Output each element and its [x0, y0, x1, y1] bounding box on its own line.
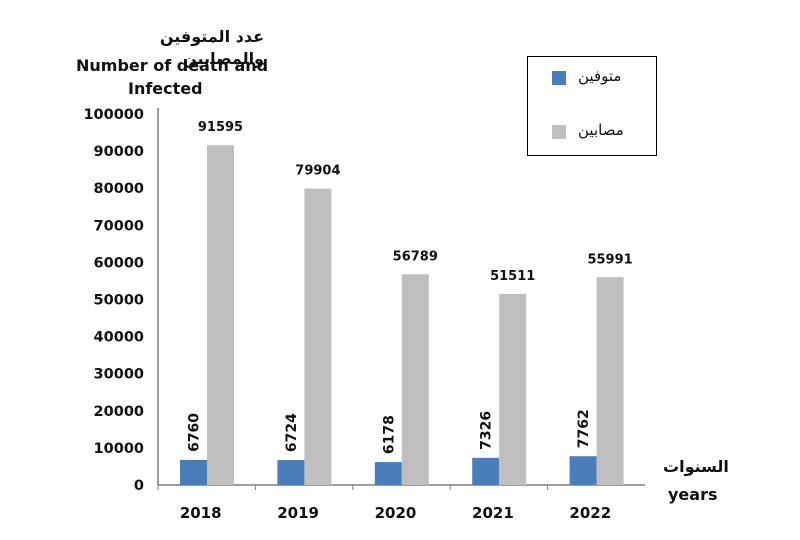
legend: متوفين مصابين — [527, 56, 657, 156]
y-axis-title-english-line2: Infected — [128, 79, 203, 98]
legend-label-deaths: متوفين — [578, 67, 622, 85]
y-axis-title-english-line1: Number of death and — [76, 56, 269, 75]
bar-label-infected: 79904 — [295, 164, 340, 179]
bars-group — [180, 145, 624, 486]
bar-labels-group: 6760 91595 6724 79904 6178 56789 7326 51511 7762… — [187, 120, 633, 454]
y-tick-label: 70000 — [94, 218, 144, 234]
bar-deaths — [277, 460, 305, 485]
bar-deaths — [569, 456, 597, 485]
bar-label-infected: 51511 — [490, 269, 535, 284]
y-tick-label: 30000 — [94, 367, 144, 383]
y-tick-label: 20000 — [94, 404, 144, 420]
x-tick-label: 2021 — [472, 504, 514, 522]
y-axis-title-arabic: عدد المتوفين والمصابين — [159, 27, 264, 68]
y-axis-ticks: 0 10000 20000 30000 40000 50000 60000 70000 8000… — [83, 107, 144, 494]
bar-label-infected: 56789 — [393, 249, 438, 264]
y-tick-label: 40000 — [94, 330, 144, 346]
bar-label-deaths: 7326 — [479, 411, 495, 450]
x-tick-label: 2019 — [277, 504, 319, 522]
bar-deaths — [374, 462, 402, 485]
y-tick-label: 100000 — [83, 107, 144, 123]
x-axis-title-arabic: السنوات — [663, 457, 729, 476]
bar-infected — [596, 277, 624, 485]
x-axis-title-english: years — [668, 485, 718, 504]
bar-deaths — [180, 459, 207, 485]
bar-deaths — [472, 457, 500, 485]
bar-label-deaths: 7762 — [576, 409, 592, 448]
x-tick-label: 2022 — [569, 504, 611, 522]
bar-label-deaths: 6724 — [284, 413, 300, 452]
legend-swatch-deaths — [552, 71, 566, 85]
y-tick-label: 80000 — [94, 181, 144, 197]
bar-infected — [207, 145, 234, 485]
x-axis-ticks: 2018 2019 2020 2021 2022 — [157, 485, 611, 522]
bar-infected — [401, 274, 429, 485]
y-tick-label: 60000 — [94, 255, 144, 271]
y-tick-label: 10000 — [94, 441, 144, 457]
bar-infected — [304, 188, 332, 486]
y-tick-label: 90000 — [94, 144, 144, 160]
bar-label-infected: 91595 — [198, 120, 243, 135]
legend-swatch-infected — [552, 125, 566, 139]
bar-label-deaths: 6178 — [381, 415, 397, 454]
bar-label-deaths: 6760 — [187, 413, 203, 452]
y-tick-label: 50000 — [94, 293, 144, 309]
legend-label-infected: مصابين — [578, 121, 624, 139]
bar-label-infected: 55991 — [587, 252, 632, 267]
y-tick-label: 0 — [134, 478, 144, 494]
x-tick-label: 2018 — [180, 504, 222, 522]
x-tick-label: 2020 — [375, 504, 417, 522]
bar-infected — [499, 293, 527, 485]
